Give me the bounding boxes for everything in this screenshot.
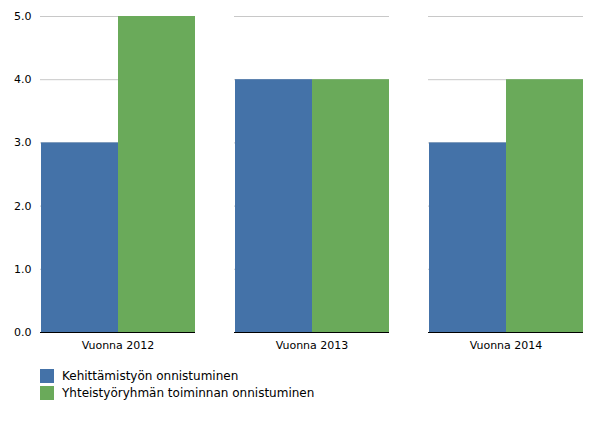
svg-text:2.0: 2.0 — [14, 200, 32, 213]
svg-text:4.0: 4.0 — [14, 73, 32, 86]
svg-text:3.0: 3.0 — [14, 136, 32, 149]
svg-text:1.0: 1.0 — [14, 263, 32, 276]
svg-text:Vuonna 2013: Vuonna 2013 — [276, 339, 349, 352]
svg-text:0.0: 0.0 — [14, 326, 32, 339]
svg-text:Vuonna 2012: Vuonna 2012 — [82, 339, 155, 352]
svg-text:Vuonna 2014: Vuonna 2014 — [470, 339, 543, 352]
html-text:Kehittämistyön onnistuminen: Kehittämistyön onnistuminen — [62, 369, 239, 383]
html-text:Yhteistyöryhmän toiminnan onni: Yhteistyöryhmän toiminnan onnistuminen — [62, 386, 315, 400]
svg-text:5.0: 5.0 — [14, 10, 32, 23]
